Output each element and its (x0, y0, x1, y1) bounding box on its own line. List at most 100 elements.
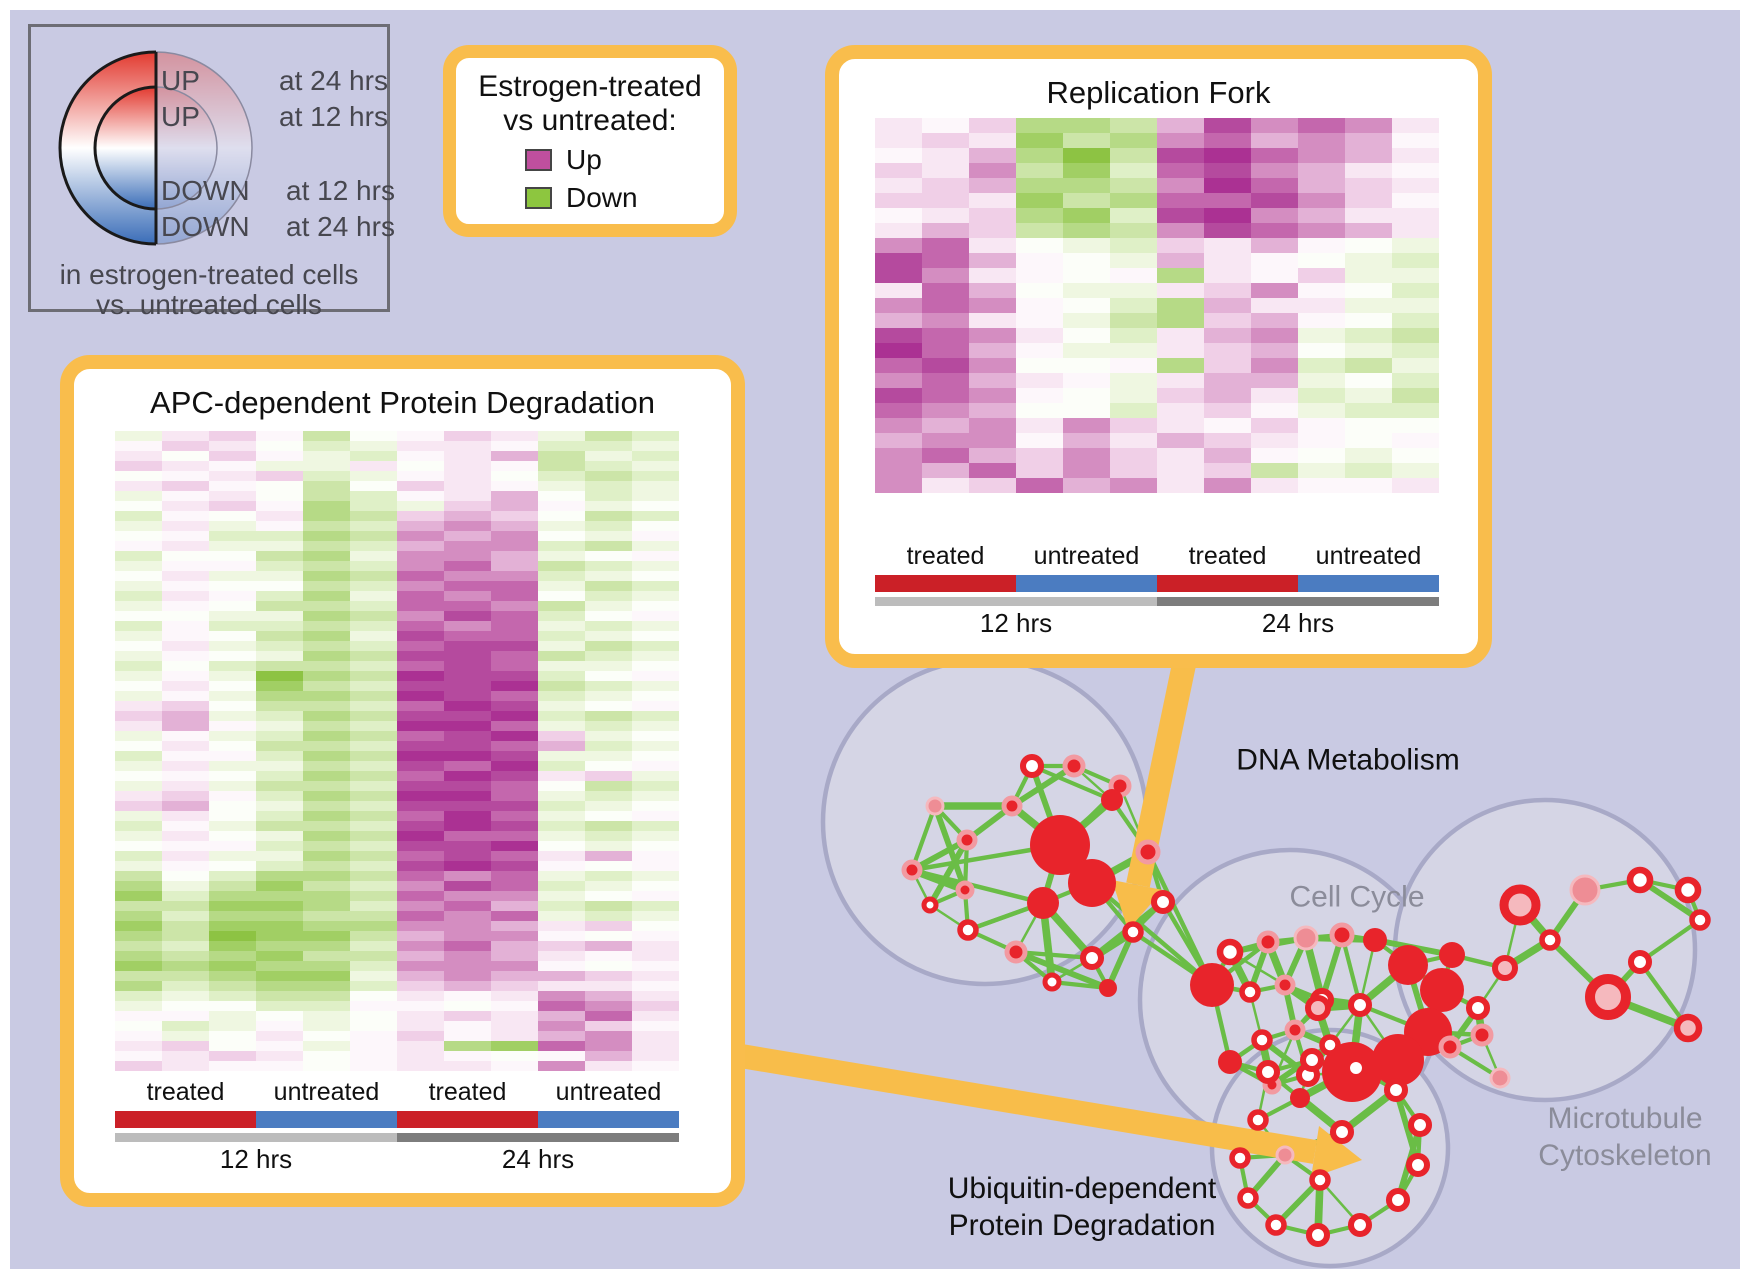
heatmap-cell (209, 941, 256, 951)
heatmap-cell (350, 581, 397, 591)
heatmap-cell (632, 661, 679, 671)
heatmap-cell (162, 541, 209, 551)
heatmap-cell (1345, 403, 1392, 418)
heatmap-cell (115, 981, 162, 991)
heatmap-cell (303, 541, 350, 551)
heatmap-cell (303, 491, 350, 501)
heatmap-cell (875, 328, 922, 343)
gene-node-w (1265, 1214, 1287, 1236)
heatmap-cell (115, 501, 162, 511)
heatmap-cell (303, 841, 350, 851)
heatmap-cell (491, 1041, 538, 1051)
heatmap-cell (922, 343, 969, 358)
heatmap-cell (491, 741, 538, 751)
heatmap-cell (538, 531, 585, 541)
heatmap-cell (397, 661, 444, 671)
heatmap-cell (209, 881, 256, 891)
heatmap-cell (444, 441, 491, 451)
heatmap-cell (350, 711, 397, 721)
heatmap-cell (444, 811, 491, 821)
condition-label: treated (428, 1078, 507, 1106)
heatmap-cell (922, 283, 969, 298)
timepoint-bar (1157, 597, 1439, 606)
heatmap-cell (162, 601, 209, 611)
heatmap-cell (256, 881, 303, 891)
heatmap-cell (1157, 418, 1204, 433)
network-edge (1031, 764, 1113, 802)
heatmap-cell (585, 791, 632, 801)
replication-fork-footer: treated untreated treated untreated 12 hrs 24… (875, 542, 1439, 640)
heatmap-cell (585, 731, 632, 741)
heatmap-cell (1016, 343, 1063, 358)
heatmap-cell (162, 591, 209, 601)
heatmap-cell (922, 133, 969, 148)
heatmap-cell (1063, 253, 1110, 268)
heatmap-cell (491, 941, 538, 951)
heatmap-cell (538, 481, 585, 491)
heatmap-cell (162, 561, 209, 571)
heatmap-cell (1063, 268, 1110, 283)
heatmap-cell (632, 601, 679, 611)
heatmap-cell (350, 1001, 397, 1011)
heatmap-cell (256, 891, 303, 901)
heatmap-cell (256, 931, 303, 941)
heatmap-cell (632, 1051, 679, 1061)
heatmap-cell (1298, 358, 1345, 373)
heatmap-cell (1345, 253, 1392, 268)
heatmap-cell (162, 741, 209, 751)
heatmap-cell (209, 751, 256, 761)
heatmap-cell (256, 601, 303, 611)
heatmap-cell (397, 701, 444, 711)
heatmap-cell (1345, 283, 1392, 298)
heatmap-cell (115, 871, 162, 881)
gene-node-s (1290, 1088, 1310, 1108)
heatmap-cell (875, 163, 922, 178)
heatmap-cell (115, 781, 162, 791)
heatmap-cell (115, 711, 162, 721)
heatmap-cell (1016, 253, 1063, 268)
heatmap-cell (1392, 448, 1439, 463)
heatmap-cell (1392, 403, 1439, 418)
heatmap-cell (209, 481, 256, 491)
heatmap-cell (256, 811, 303, 821)
heatmap-cell (632, 531, 679, 541)
heatmap-cell (922, 238, 969, 253)
heatmap-cell (115, 971, 162, 981)
legend-up-24-word: UP (161, 65, 200, 96)
heatmap-cell (1157, 433, 1204, 448)
heatmap-cell (444, 861, 491, 871)
heatmap-cell (491, 861, 538, 871)
heatmap-cell (115, 881, 162, 891)
heatmap-cell (397, 941, 444, 951)
heatmap-cell (538, 721, 585, 731)
heatmap-cell (1392, 208, 1439, 223)
heatmap-cell (115, 511, 162, 521)
heatmap-cell (209, 461, 256, 471)
heatmap-cell (444, 501, 491, 511)
heatmap-cell (162, 881, 209, 891)
heatmap-cell (1204, 448, 1251, 463)
heatmap-cell (115, 471, 162, 481)
heatmap-cell (585, 521, 632, 531)
heatmap-cell (115, 531, 162, 541)
heatmap-cell (444, 721, 491, 731)
gene-node-w (1216, 938, 1244, 966)
heatmap-cell (1298, 448, 1345, 463)
heatmap-cell (209, 761, 256, 771)
heatmap-cell (491, 481, 538, 491)
heatmap-cell (303, 931, 350, 941)
heatmap-cell (303, 771, 350, 781)
heatmap-cell (350, 881, 397, 891)
heatmap-cell (303, 961, 350, 971)
heatmap-cell (162, 971, 209, 981)
heatmap-cell (1345, 313, 1392, 328)
heatmap-cell (162, 891, 209, 901)
heatmap-cell (350, 731, 397, 741)
heatmap-cell (1251, 133, 1298, 148)
heatmap-cell (303, 1061, 350, 1071)
heatmap-cell (256, 651, 303, 661)
heatmap-cell (1204, 388, 1251, 403)
heatmap-cell (209, 521, 256, 531)
heatmap-cell (1016, 463, 1063, 478)
heatmap-cell (397, 631, 444, 641)
